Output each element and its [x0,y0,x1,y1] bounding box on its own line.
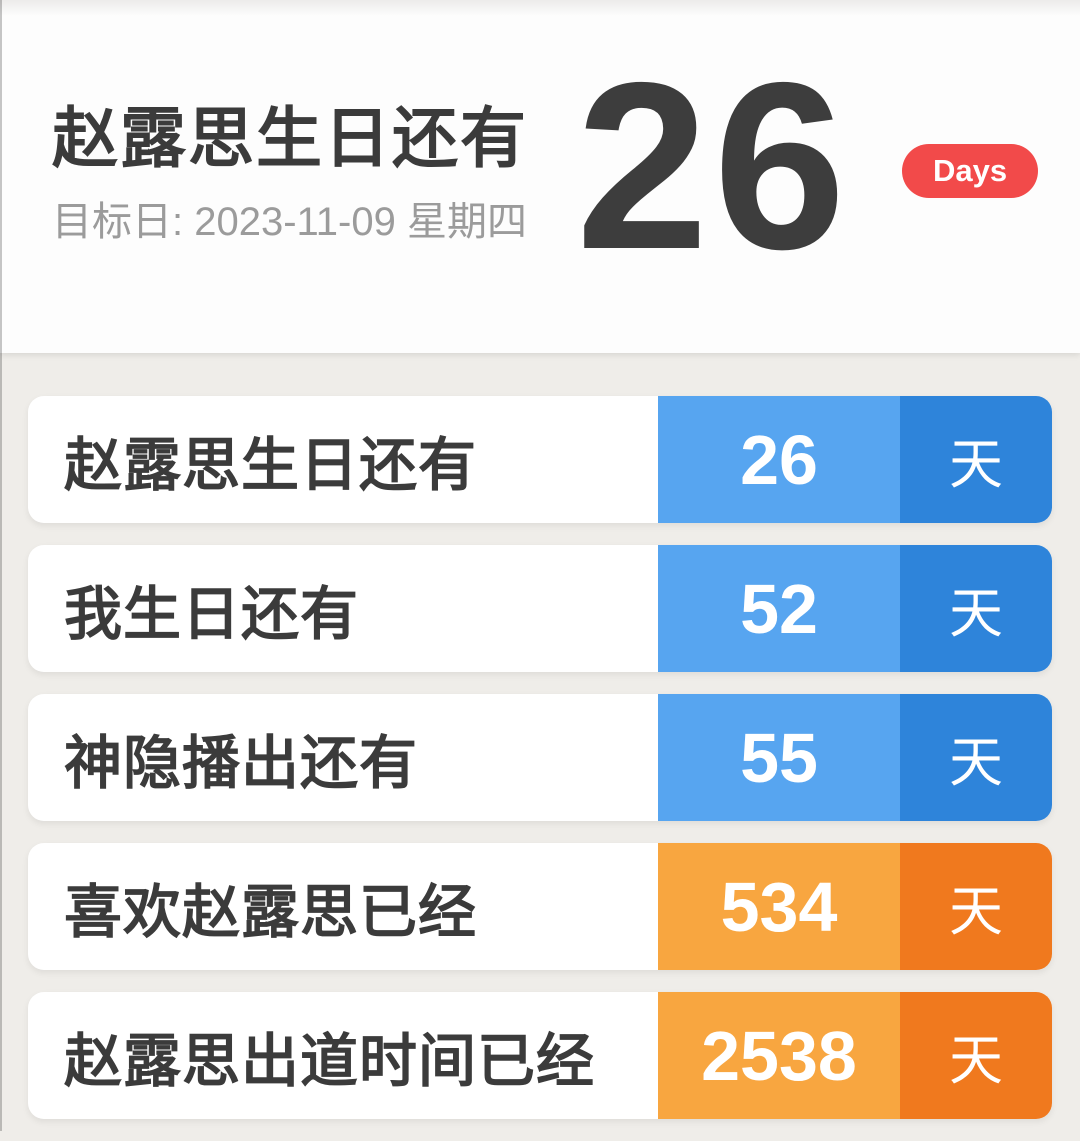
row-unit: 天 [900,843,1052,970]
row-value: 534 [658,843,900,970]
target-date-label: 目标日: 2023-11-09 星期四 [52,199,527,244]
row-unit: 天 [900,545,1052,672]
row-value: 52 [658,545,900,672]
row-label: 我生日还有 [64,581,360,647]
row-unit: 天 [900,396,1052,523]
row-label: 神隐播出还有 [64,730,419,796]
page-title: 赵露思生日还有 [52,101,528,175]
screen-edge-line [0,0,2,1131]
row-unit: 天 [900,992,1052,1119]
row-value: 55 [658,694,900,821]
countdown-row[interactable]: 喜欢赵露思已经 534 天 [28,843,1052,970]
days-unit-badge: Days [902,144,1039,198]
countdown-list: 赵露思生日还有 26 天 我生日还有 52 天 神隐播出还有 55 天 喜欢赵露… [28,396,1052,1141]
countdown-row[interactable]: 赵露思出道时间已经 2538 天 [28,992,1052,1119]
countdown-row[interactable]: 赵露思生日还有 26 天 [28,396,1052,523]
countdown-row[interactable]: 我生日还有 52 天 [28,545,1052,672]
row-label: 赵露思出道时间已经 [64,1028,596,1094]
row-unit: 天 [900,694,1052,821]
row-label: 赵露思生日还有 [64,432,478,498]
row-label: 喜欢赵露思已经 [64,879,478,945]
days-remaining-number: 26 [576,34,851,299]
countdown-row[interactable]: 神隐播出还有 55 天 [28,694,1052,821]
row-value: 2538 [658,992,900,1119]
header-text-block: 赵露思生日还有 目标日: 2023-11-09 星期四 [52,102,528,247]
row-value: 26 [658,396,900,523]
header-card[interactable]: 赵露思生日还有 目标日: 2023-11-09 星期四 26 Days [0,0,1080,353]
